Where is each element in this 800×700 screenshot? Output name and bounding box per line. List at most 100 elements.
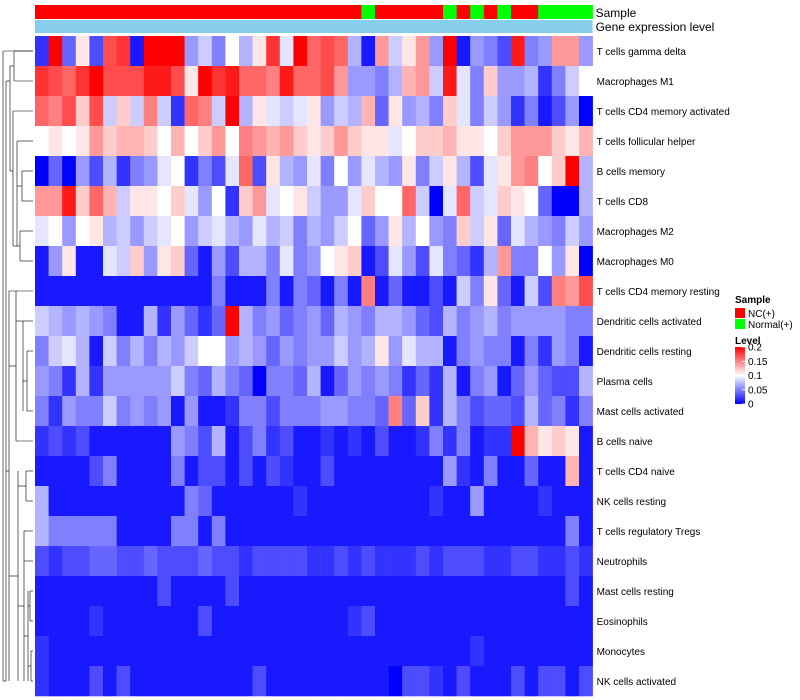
heatmap-cell bbox=[293, 426, 308, 457]
heatmap-cell bbox=[157, 606, 172, 637]
heatmap-cell bbox=[524, 546, 539, 577]
heatmap-cell bbox=[565, 216, 580, 247]
heatmap-cell bbox=[198, 186, 213, 217]
heatmap-cell bbox=[103, 516, 117, 547]
heatmap-cell bbox=[239, 516, 253, 547]
heatmap-cell bbox=[225, 456, 240, 487]
heatmap-cell bbox=[211, 36, 226, 67]
heatmap-cell bbox=[347, 516, 362, 547]
heatmap-cell bbox=[375, 576, 389, 607]
heatmap-cell bbox=[334, 666, 349, 697]
heatmap-cell bbox=[225, 126, 240, 157]
heatmap-cell bbox=[225, 36, 240, 67]
heatmap-cell bbox=[307, 96, 321, 127]
heatmap-cell bbox=[334, 396, 349, 427]
heatmap-cell bbox=[116, 576, 131, 607]
heatmap-cell bbox=[511, 576, 525, 607]
heatmap-cell bbox=[171, 246, 185, 277]
heatmap-cell bbox=[279, 96, 294, 127]
heatmap-cell bbox=[239, 426, 253, 457]
heatmap-cell bbox=[334, 126, 349, 157]
heatmap-cell bbox=[415, 336, 430, 367]
row-label: B cells naive bbox=[597, 437, 654, 448]
heatmap-cell bbox=[225, 186, 240, 217]
heatmap-cell bbox=[565, 606, 580, 637]
sample-annotation-cell bbox=[239, 5, 253, 19]
heatmap-cell bbox=[198, 456, 213, 487]
sample-annotation-cell bbox=[415, 5, 430, 19]
heatmap-cell bbox=[130, 306, 145, 337]
heatmap-cell bbox=[497, 66, 512, 97]
heatmap-cell bbox=[198, 576, 213, 607]
heatmap-cell bbox=[35, 276, 49, 307]
heatmap-cell bbox=[211, 546, 226, 577]
heatmap-cell bbox=[211, 66, 226, 97]
heatmap-cell bbox=[252, 636, 267, 667]
heatmap-cell bbox=[103, 486, 117, 517]
heatmap-cell bbox=[538, 576, 553, 607]
heatmap-cell bbox=[198, 666, 213, 697]
heatmap-cell bbox=[415, 396, 430, 427]
heatmap-cell bbox=[130, 456, 145, 487]
heatmap-cell bbox=[157, 216, 172, 247]
heatmap-cell bbox=[538, 546, 553, 577]
heatmap-cell bbox=[402, 186, 417, 217]
heatmap-cell bbox=[266, 576, 281, 607]
heatmap-cell bbox=[307, 126, 321, 157]
heatmap-cell bbox=[239, 96, 253, 127]
row-label: Mast cells activated bbox=[597, 407, 684, 418]
heatmap-cell bbox=[347, 96, 362, 127]
heatmap-cell bbox=[116, 156, 131, 187]
heatmap-cell bbox=[184, 156, 199, 187]
heatmap-cell bbox=[184, 246, 199, 277]
heatmap-cell bbox=[456, 366, 471, 397]
heatmap-cell bbox=[538, 126, 553, 157]
heatmap-cell bbox=[130, 396, 145, 427]
heatmap-cell bbox=[75, 666, 90, 697]
row-labels: T cells gamma delta Macrophages M1 T cells… bbox=[597, 47, 730, 688]
heatmap-cell bbox=[184, 576, 199, 607]
heatmap-cell bbox=[429, 336, 444, 367]
heatmap-cell bbox=[524, 456, 539, 487]
heatmap-cell bbox=[143, 606, 158, 637]
heatmap-cell bbox=[307, 426, 321, 457]
row-label: T cells CD4 naive bbox=[597, 467, 676, 478]
heatmap-cell bbox=[551, 276, 566, 307]
sample-annotation-cell bbox=[48, 5, 63, 19]
heatmap-cell bbox=[89, 96, 104, 127]
heatmap-cell bbox=[211, 306, 226, 337]
heatmap-cell bbox=[89, 66, 104, 97]
heatmap-cell bbox=[35, 456, 49, 487]
heatmap-cell bbox=[35, 606, 49, 637]
heatmap-cell bbox=[320, 276, 335, 307]
heatmap-cell bbox=[565, 36, 580, 67]
heatmap-cell bbox=[62, 66, 77, 97]
heatmap-cell bbox=[320, 336, 335, 367]
heatmap-cell bbox=[320, 186, 335, 217]
heatmap-cell bbox=[524, 276, 539, 307]
heatmap-cell bbox=[470, 276, 485, 307]
heatmap-cell bbox=[347, 486, 362, 517]
heatmap-cell bbox=[198, 36, 213, 67]
heatmap-cell bbox=[266, 66, 281, 97]
heatmap-cell bbox=[483, 456, 498, 487]
heatmap-cell bbox=[334, 336, 349, 367]
heatmap-cell bbox=[279, 306, 294, 337]
heatmap-cell bbox=[171, 366, 185, 397]
annotation-bars bbox=[35, 5, 593, 33]
heatmap-cell bbox=[225, 156, 240, 187]
heatmap-cell bbox=[551, 666, 566, 697]
heatmap-cell bbox=[116, 546, 131, 577]
heatmap-cell bbox=[279, 546, 294, 577]
sample-annotation-cell bbox=[266, 5, 281, 19]
heatmap-cell bbox=[239, 36, 253, 67]
heatmap-cell bbox=[75, 126, 90, 157]
heatmap-cell bbox=[347, 546, 362, 577]
heatmap-cell bbox=[225, 516, 240, 547]
heatmap-cell bbox=[279, 576, 294, 607]
heatmap-cell bbox=[252, 276, 267, 307]
heatmap-cell bbox=[456, 336, 471, 367]
heatmap-cell bbox=[551, 126, 566, 157]
heatmap-cell bbox=[497, 366, 512, 397]
heatmap-cell bbox=[565, 336, 580, 367]
